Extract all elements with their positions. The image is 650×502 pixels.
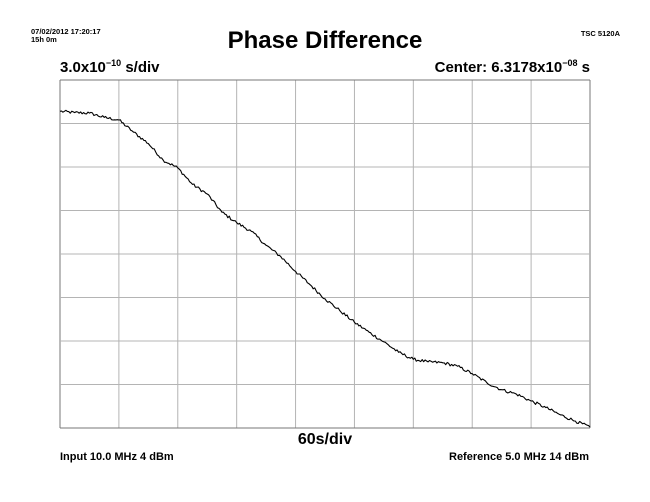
y-scale-label: 3.0x10−10 s/div <box>60 58 160 77</box>
center-prefix: Center: 6.3178x10 <box>434 59 563 76</box>
measurement-duration: 15h 0m <box>31 35 57 44</box>
center-label: Center: 6.3178x10−08 s <box>434 58 590 77</box>
y-scale-unit: s/div <box>121 59 160 76</box>
input-signal-info: Input 10.0 MHz 4 dBm <box>60 451 174 463</box>
center-exponent: −08 <box>562 58 578 68</box>
reference-signal-info: Reference 5.0 MHz 14 dBm <box>449 451 589 463</box>
phase-trace <box>59 109 591 428</box>
y-scale-exponent: −10 <box>105 58 122 68</box>
timestamp: 07/02/2012 17:20:17 15h 0m <box>31 28 101 44</box>
timestamp-date: 07/02/2012 17:20:17 <box>31 27 101 36</box>
y-scale-mantissa: 3.0x10 <box>60 59 106 76</box>
x-scale-label: 60s/div <box>297 431 353 448</box>
plot-grid <box>59 79 591 429</box>
center-unit: s <box>577 59 590 76</box>
instrument-model: TSC 5120A <box>580 29 620 38</box>
chart-title: Phase Difference <box>227 27 423 54</box>
